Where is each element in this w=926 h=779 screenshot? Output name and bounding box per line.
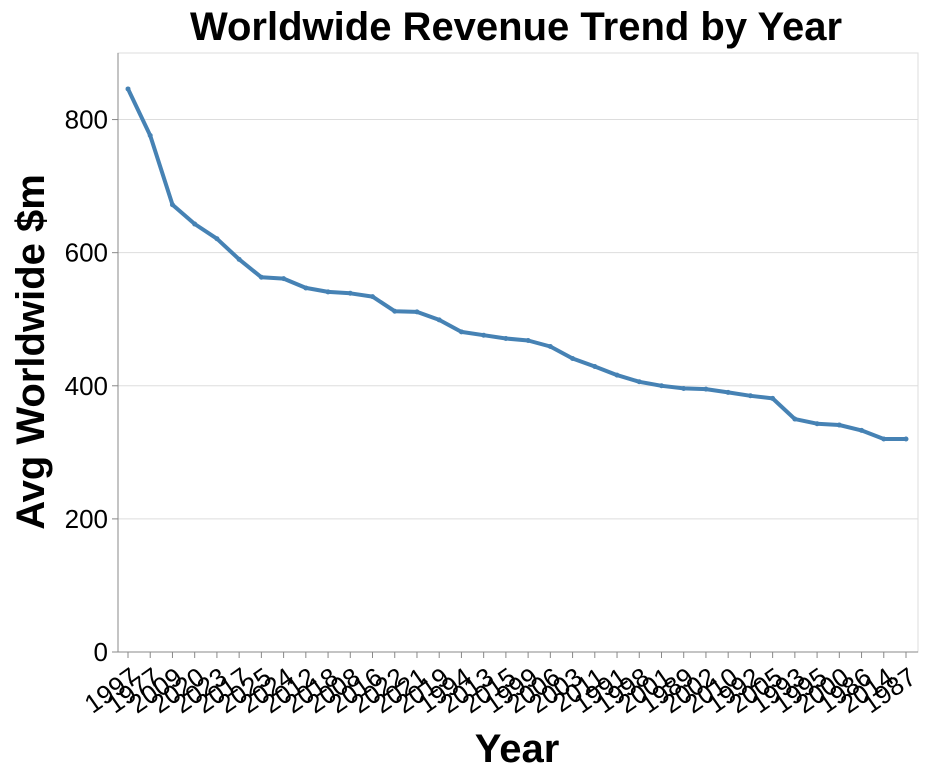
- data-point: [592, 363, 598, 369]
- data-point: [636, 379, 642, 385]
- y-axis-title: Avg Worldwide $m: [9, 174, 53, 530]
- y-tick-label: 400: [65, 371, 108, 401]
- data-point: [125, 86, 131, 92]
- data-point: [503, 336, 509, 342]
- data-point: [859, 427, 865, 433]
- data-point: [614, 372, 620, 378]
- y-tick-label: 200: [65, 504, 108, 534]
- data-point: [814, 421, 820, 427]
- data-point: [192, 221, 198, 227]
- y-tick-label: 0: [94, 637, 108, 667]
- data-point: [658, 383, 664, 389]
- data-point: [570, 355, 576, 361]
- data-point: [836, 422, 842, 428]
- data-point: [881, 436, 887, 442]
- data-point: [169, 202, 175, 208]
- data-point: [436, 317, 442, 323]
- x-axis: 1997197720092020202320172025202420122018…: [79, 652, 922, 719]
- data-point: [747, 393, 753, 399]
- x-tick-label: 1987: [857, 661, 922, 719]
- data-point: [370, 294, 376, 300]
- chart-title: Worldwide Revenue Trend by Year: [190, 5, 842, 49]
- data-point: [792, 416, 798, 422]
- y-tick-label: 800: [65, 105, 108, 135]
- data-point: [281, 276, 287, 282]
- data-point: [725, 389, 731, 395]
- data-point: [481, 332, 487, 338]
- data-point: [214, 236, 220, 242]
- data-point: [703, 386, 709, 392]
- data-point: [414, 309, 420, 315]
- data-point: [303, 285, 309, 291]
- y-axis: 0 200 400 600 800: [65, 105, 118, 667]
- data-point: [458, 329, 464, 335]
- data-point: [325, 289, 331, 295]
- data-point: [258, 274, 264, 280]
- plot-frame: [117, 52, 919, 653]
- x-axis-title: Year: [475, 727, 560, 771]
- data-point: [147, 133, 153, 139]
- data-point: [903, 436, 909, 442]
- data-point: [547, 344, 553, 350]
- data-point: [525, 338, 531, 344]
- data-point: [236, 256, 242, 262]
- series-line: [126, 86, 908, 441]
- series: [125, 86, 909, 442]
- data-point: [392, 308, 398, 314]
- grid: [118, 119, 918, 653]
- data-point: [770, 395, 776, 401]
- y-tick-label: 600: [65, 238, 108, 268]
- data-point: [347, 290, 353, 296]
- data-point: [681, 385, 687, 391]
